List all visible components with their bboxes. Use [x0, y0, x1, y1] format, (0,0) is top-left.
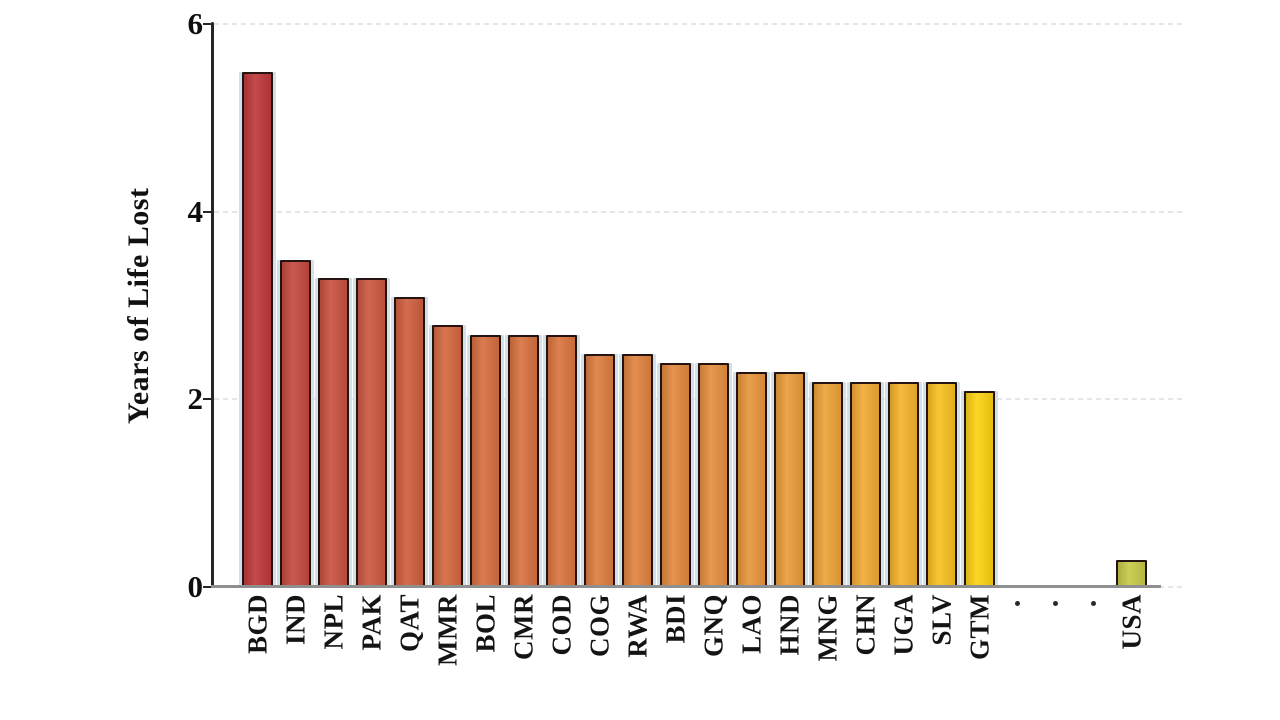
bar-SLV — [926, 381, 957, 588]
y-tick-label-0: 0 — [187, 569, 204, 604]
gridline-6 — [214, 23, 1185, 26]
bar-BDI — [660, 362, 691, 588]
x-label-BGD: BGD — [242, 594, 272, 655]
x-label-CMR: CMR — [508, 594, 538, 660]
y-tick-label-2: 2 — [187, 381, 204, 417]
y-tick-mark-6 — [203, 23, 211, 26]
x-label-CHN: CHN — [850, 594, 880, 656]
omitted-country-dot — [1015, 601, 1020, 606]
x-label-GTM: GTM — [964, 594, 994, 660]
x-label-MMR: MMR — [432, 594, 462, 666]
x-label-RWA: RWA — [622, 594, 652, 658]
y-tick-mark-4 — [203, 210, 211, 213]
bar-NPL — [318, 278, 349, 588]
bar-PAK — [356, 278, 387, 588]
x-label-MNG: MNG — [812, 594, 842, 662]
x-label-COD: COD — [546, 594, 576, 656]
omitted-country-dot — [1053, 601, 1058, 606]
y-axis-title: Years of Life Lost — [122, 187, 155, 425]
bar-GNQ — [698, 362, 729, 588]
x-label-COG: COG — [584, 594, 614, 658]
x-label-BDI: BDI — [660, 594, 690, 644]
x-label-IND: IND — [280, 594, 310, 646]
x-label-LAO: LAO — [736, 594, 766, 655]
bar-BOL — [470, 334, 501, 588]
x-label-QAT: QAT — [394, 594, 424, 653]
x-label-PAK: PAK — [356, 594, 386, 651]
y-tick-mark-2 — [203, 398, 211, 401]
bar-COD — [546, 334, 577, 588]
bar-QAT — [394, 297, 425, 588]
bar-LAO — [736, 372, 767, 588]
omitted-country-dot — [1091, 601, 1096, 606]
bar-CMR — [508, 334, 539, 588]
x-label-BOL: BOL — [470, 594, 500, 653]
bar-USA — [1116, 559, 1147, 588]
bar-RWA — [622, 353, 653, 588]
x-label-SLV: SLV — [926, 594, 956, 646]
x-label-UGA: UGA — [888, 594, 918, 656]
x-label-GNQ: GNQ — [698, 594, 728, 658]
bar-MMR — [432, 325, 463, 588]
x-label-USA: USA — [1116, 594, 1146, 650]
bar-BGD — [242, 72, 273, 588]
y-tick-label-6: 6 — [187, 6, 204, 42]
gridline-4 — [214, 210, 1185, 213]
bar-CHN — [850, 381, 881, 588]
bar-UGA — [888, 381, 919, 588]
bar-GTM — [964, 391, 995, 588]
x-label-HND: HND — [774, 594, 804, 656]
y-axis-line — [211, 22, 214, 588]
y-tick-mark-0 — [203, 586, 211, 588]
bar-IND — [280, 259, 311, 588]
x-label-NPL: NPL — [318, 594, 348, 650]
x-axis-line — [211, 585, 1161, 588]
bar-HND — [774, 372, 805, 588]
y-tick-label-4: 4 — [187, 193, 204, 229]
bar-COG — [584, 353, 615, 588]
bar-MNG — [812, 381, 843, 588]
